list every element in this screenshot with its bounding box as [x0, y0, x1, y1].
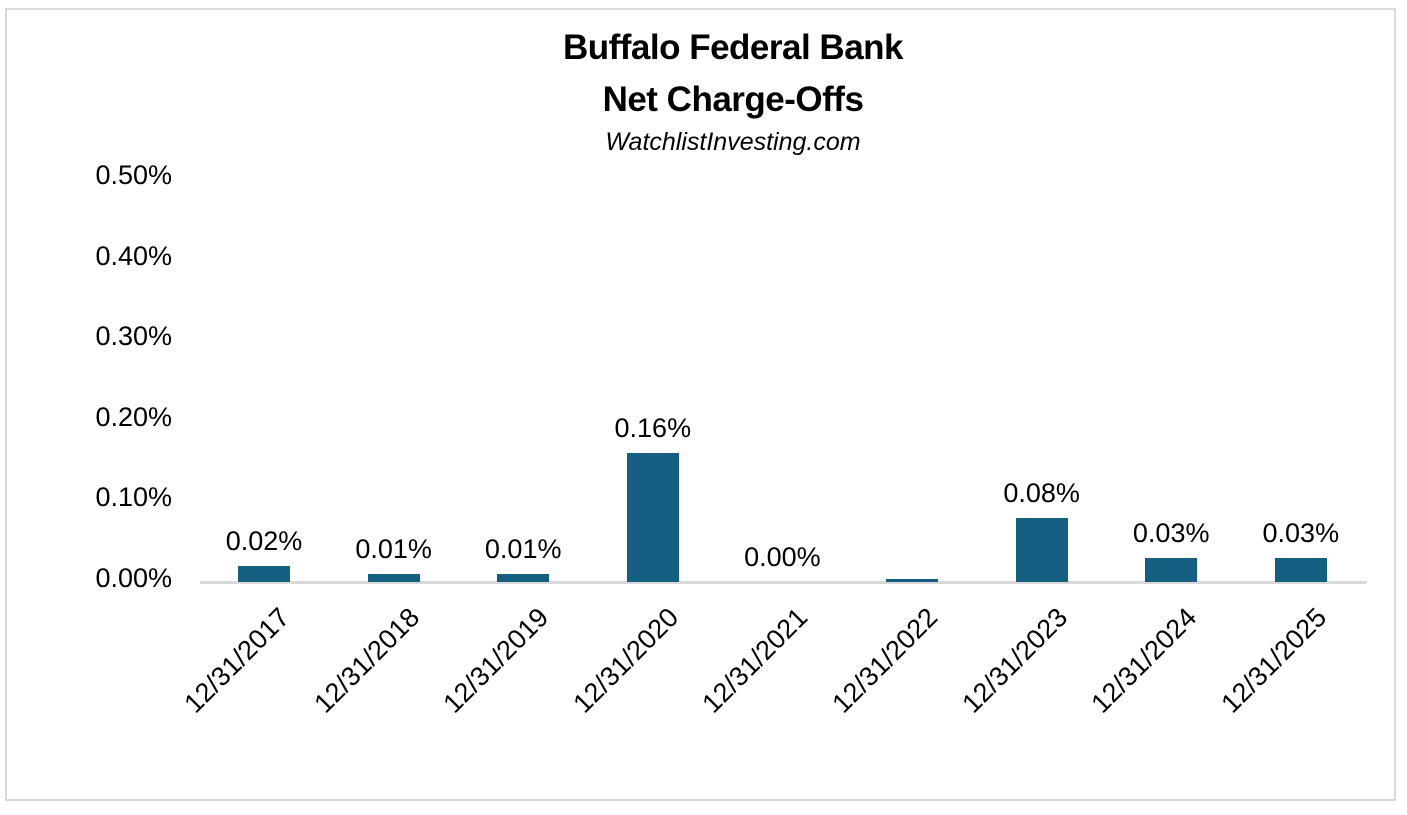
- data-label: 0.03%: [1132, 518, 1210, 548]
- x-axis-line: [200, 581, 1367, 584]
- chart-border: [5, 8, 1396, 801]
- bar: [497, 574, 550, 582]
- y-tick-label: 0.20%: [95, 401, 172, 432]
- y-tick-label: 0.30%: [95, 321, 172, 352]
- y-tick-label: 0.10%: [95, 482, 172, 513]
- y-tick-label: 0.00%: [95, 563, 172, 593]
- data-label: 0.16%: [614, 413, 692, 443]
- y-tick-label: 0.50%: [95, 160, 172, 190]
- data-label: 0.01%: [355, 534, 432, 564]
- data-label: 0.03%: [1262, 518, 1340, 548]
- y-tick-label: 0.40%: [95, 240, 172, 271]
- chart-title-line1: Buffalo Federal Bank: [562, 28, 904, 67]
- chart-subtitle: WatchlistInvesting.com: [605, 128, 861, 156]
- bar: [238, 566, 290, 582]
- bar: [1274, 558, 1327, 582]
- chart-title-block: Buffalo Federal Bank Net Charge-Offs Wat…: [243, 22, 1223, 157]
- data-label: 0.01%: [484, 534, 562, 564]
- bar: [1015, 518, 1068, 582]
- data-label: 0.00%: [744, 542, 821, 572]
- bar: [886, 579, 938, 582]
- bar: [626, 453, 679, 582]
- bar: [1145, 558, 1198, 582]
- data-label: 0.02%: [225, 526, 303, 556]
- data-label: 0.08%: [1003, 478, 1080, 508]
- chart-title-line2: Net Charge-Offs: [602, 80, 864, 119]
- bar: [367, 574, 420, 582]
